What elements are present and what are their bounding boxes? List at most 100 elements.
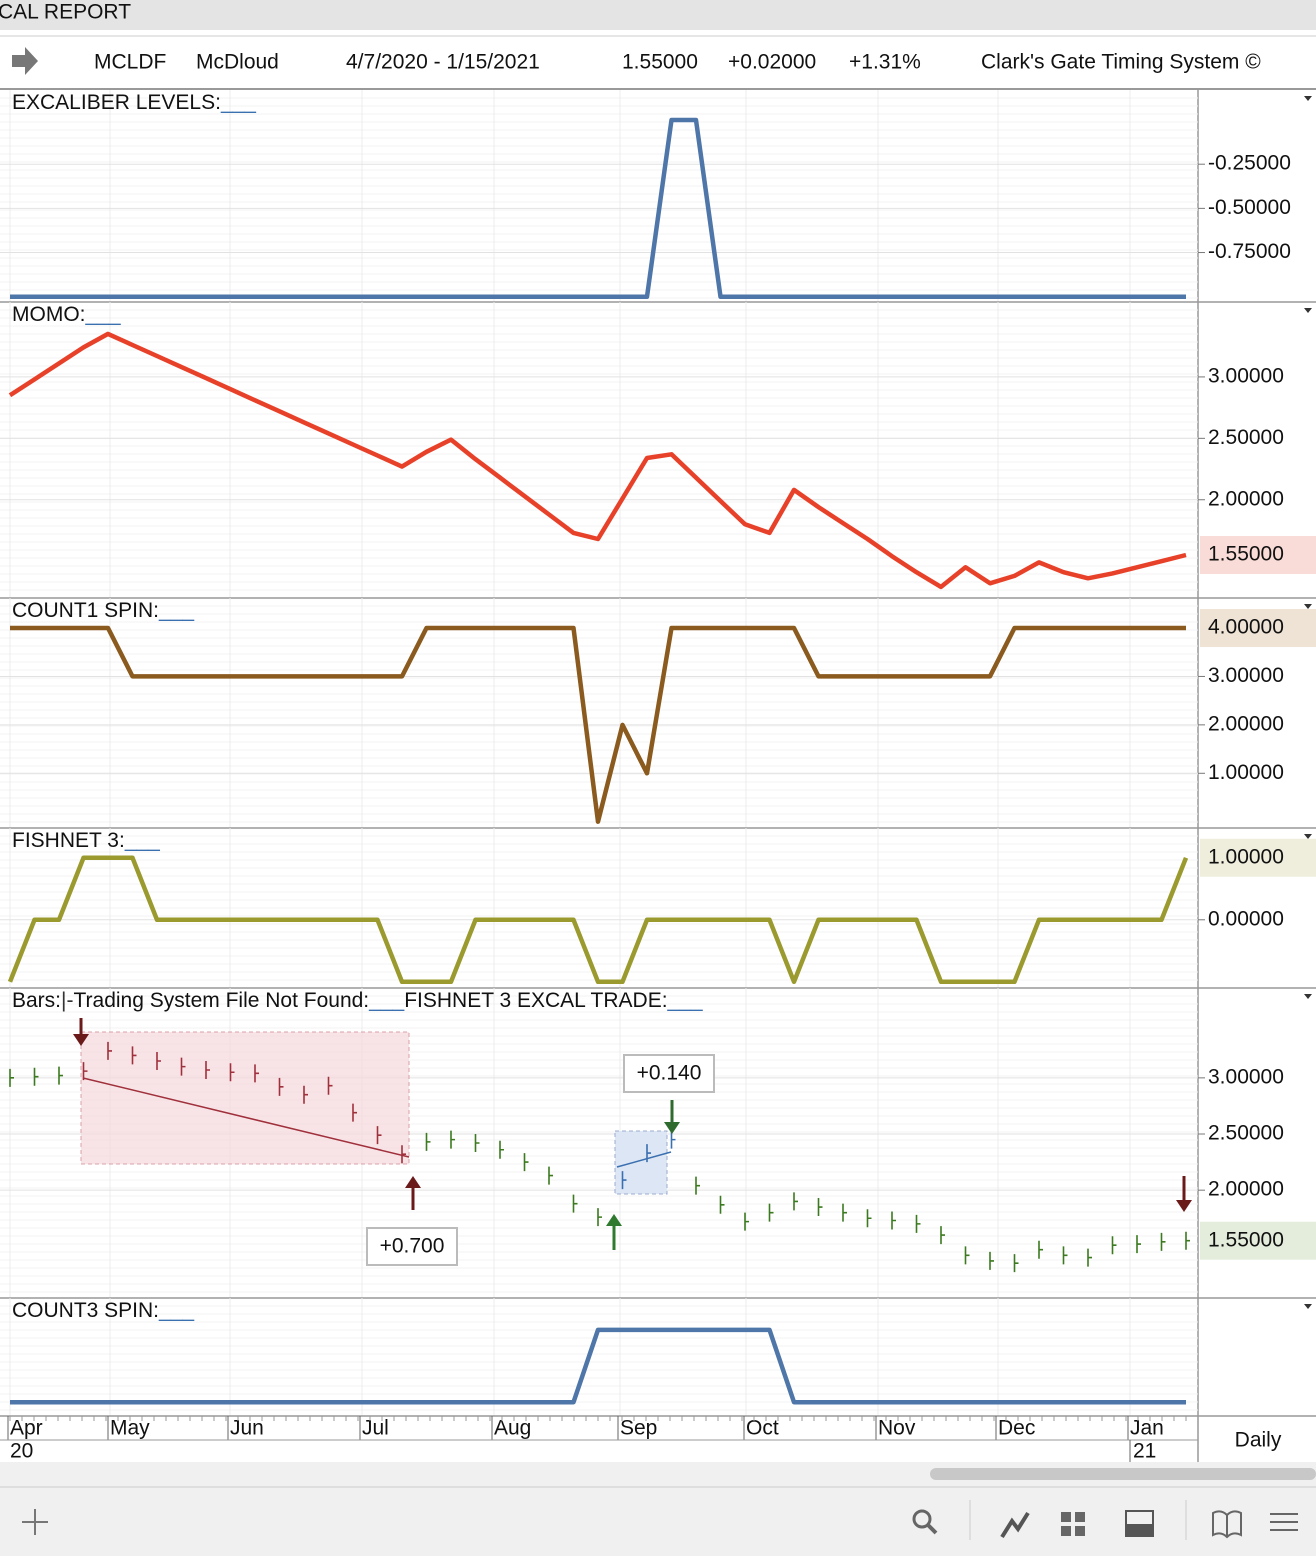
y-tick-label: 2.00000 bbox=[1208, 712, 1284, 735]
price-bar bbox=[891, 1211, 896, 1230]
annotation-box bbox=[623, 1054, 715, 1093]
price-bar bbox=[9, 1068, 14, 1087]
price-bar bbox=[1136, 1235, 1141, 1254]
y-tick-label: 3.00000 bbox=[1208, 1065, 1284, 1088]
indicator-line bbox=[8, 331, 1187, 590]
month-label: Dec bbox=[998, 1417, 1035, 1440]
price-bar bbox=[499, 1140, 504, 1159]
price-bar bbox=[425, 1132, 431, 1151]
indicator-line bbox=[10, 1327, 1186, 1405]
annotation-box bbox=[366, 1227, 458, 1266]
trade-box bbox=[80, 1031, 410, 1165]
price-bar bbox=[327, 1076, 333, 1095]
symbol: MCLDF bbox=[94, 51, 166, 74]
price-change: +0.02000 bbox=[728, 51, 816, 74]
y-tick-label: 1.00000 bbox=[1208, 761, 1284, 784]
menu-button[interactable] bbox=[1270, 1513, 1298, 1531]
price-bar bbox=[1185, 1231, 1190, 1250]
axis-menu bbox=[1304, 994, 1312, 999]
price-bar bbox=[33, 1067, 39, 1086]
signal-arrow-head bbox=[1176, 1200, 1192, 1212]
panel-blank: ___ bbox=[85, 303, 121, 326]
panel-blank: |- bbox=[61, 989, 73, 1012]
price-bar bbox=[131, 1046, 137, 1065]
scrollbar-thumb[interactable] bbox=[930, 1468, 1316, 1480]
search-icon bbox=[912, 1509, 932, 1529]
axis-menu bbox=[1304, 96, 1312, 101]
panel-blank: ___ bbox=[158, 1299, 194, 1322]
arrow-icon[interactable] bbox=[12, 47, 38, 75]
price-bar bbox=[866, 1209, 872, 1228]
y-tick-label: -0.75000 bbox=[1208, 240, 1291, 263]
panel-button[interactable] bbox=[1125, 1510, 1154, 1537]
price-bar bbox=[82, 1062, 88, 1081]
layout-cell bbox=[1061, 1526, 1071, 1536]
panel-label: COUNT1 SPIN: bbox=[12, 599, 159, 622]
y-tick-label: 0.00000 bbox=[1208, 907, 1284, 930]
last-value-box bbox=[1200, 536, 1316, 575]
price-bar bbox=[254, 1064, 259, 1083]
layout-cell bbox=[1075, 1526, 1085, 1536]
panel-label: MOMO: bbox=[12, 303, 86, 326]
axis-menu bbox=[1304, 834, 1312, 839]
price-bar bbox=[107, 1041, 112, 1060]
last-value-label: 1.55000 bbox=[1208, 1228, 1284, 1251]
signal-arrow-head bbox=[606, 1214, 622, 1226]
company-name: McDloud bbox=[196, 51, 279, 74]
layout-cell bbox=[1061, 1512, 1071, 1522]
chart-style-button[interactable] bbox=[1000, 1511, 1030, 1539]
axis-menu bbox=[1304, 1304, 1312, 1309]
add-button[interactable] bbox=[22, 1509, 48, 1535]
price-bar bbox=[352, 1103, 357, 1122]
book-button[interactable] bbox=[1212, 1510, 1242, 1539]
price-bar bbox=[1038, 1240, 1043, 1259]
y-tick-label: 3.00000 bbox=[1208, 664, 1284, 687]
price-bar bbox=[303, 1085, 308, 1104]
last-value-box bbox=[1200, 609, 1316, 648]
price-bar bbox=[401, 1145, 406, 1164]
period-label[interactable]: Daily bbox=[1235, 1429, 1282, 1452]
layout-button[interactable] bbox=[1061, 1512, 1085, 1536]
trade-line bbox=[616, 1151, 672, 1168]
price-bar bbox=[1013, 1254, 1019, 1273]
y-tick-label: 2.50000 bbox=[1208, 426, 1284, 449]
price-bar bbox=[744, 1212, 749, 1231]
search-button[interactable] bbox=[912, 1509, 938, 1535]
date-range: 4/7/2020 - 1/15/2021 bbox=[346, 51, 540, 74]
price-bar bbox=[1087, 1248, 1092, 1267]
window-title: CAL REPORT bbox=[0, 1, 131, 24]
panel-blank: ___ bbox=[158, 599, 194, 622]
panel-icon-fill bbox=[1126, 1524, 1153, 1536]
indicator-line bbox=[10, 625, 1186, 824]
indicator-line bbox=[7, 855, 1189, 985]
panel-blank: ___ bbox=[220, 91, 256, 114]
percent-change: +1.31% bbox=[849, 51, 921, 74]
trade-line bbox=[82, 1077, 410, 1158]
price-bar bbox=[229, 1063, 235, 1082]
month-label: Sep bbox=[620, 1417, 657, 1440]
system-name: Clark's Gate Timing System © bbox=[981, 51, 1261, 74]
price-bar bbox=[646, 1144, 651, 1163]
price-bar bbox=[597, 1208, 602, 1227]
month-label: Apr bbox=[10, 1417, 43, 1440]
month-label: Oct bbox=[746, 1417, 779, 1440]
y-tick-label: -0.25000 bbox=[1208, 152, 1291, 175]
panel-label: FISHNET 3 EXCAL TRADE: bbox=[404, 989, 667, 1012]
y-tick-label: 2.50000 bbox=[1208, 1122, 1284, 1145]
price-bar bbox=[964, 1246, 970, 1265]
month-label: Jul bbox=[362, 1417, 389, 1440]
trade-box bbox=[614, 1130, 668, 1195]
year-label: 21 bbox=[1133, 1440, 1156, 1463]
title-bar bbox=[0, 0, 1316, 30]
price-bar bbox=[548, 1166, 553, 1185]
y-tick-label: -0.50000 bbox=[1208, 196, 1291, 219]
price-bar bbox=[817, 1198, 823, 1217]
axis-menu bbox=[1304, 308, 1312, 313]
last-value-box bbox=[1200, 1221, 1316, 1260]
annotation: +0.700 bbox=[380, 1235, 445, 1258]
price-bar bbox=[695, 1176, 700, 1195]
price-bar bbox=[940, 1226, 945, 1245]
indicator-line bbox=[10, 117, 1186, 299]
y-tick-label: 3.00000 bbox=[1208, 364, 1284, 387]
panel-title: Bars:|-Trading System File Not Found:___… bbox=[12, 989, 703, 1012]
